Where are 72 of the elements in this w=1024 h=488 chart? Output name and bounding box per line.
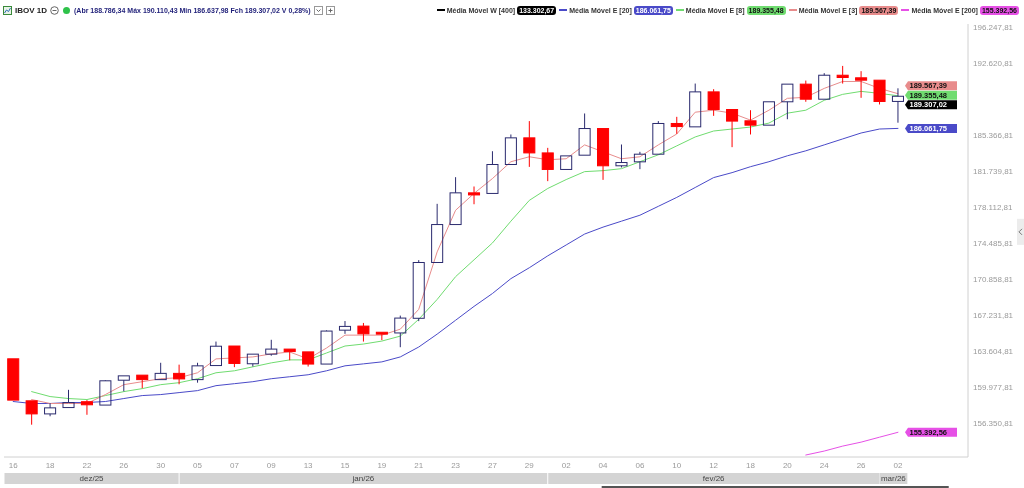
x-tick-label: 30 [156, 460, 166, 470]
candlestick [597, 128, 610, 181]
text: fev/26 [702, 474, 726, 484]
candlestick [62, 389, 75, 409]
candlestick [781, 83, 794, 120]
candlestick [375, 331, 388, 341]
x-tick-label: 26 [119, 460, 129, 470]
candlestick [449, 176, 462, 226]
y-tick-label: 170.858,81 [973, 274, 1014, 284]
y-tick-label: 185.366,81 [973, 131, 1014, 141]
y-tick-label: 156.350,81 [973, 418, 1014, 428]
candlestick [652, 120, 665, 155]
x-tick-label: 27 [488, 460, 498, 470]
x-tick-label: 07 [229, 460, 240, 470]
candlestick [80, 399, 93, 416]
text: jan/26 [351, 474, 375, 484]
candlestick [246, 353, 259, 368]
x-tick-label: 13 [303, 460, 314, 470]
x-tick-label: 12 [709, 460, 719, 470]
x-tick-label: 24 [819, 460, 830, 470]
y-tick-label: 196.247,81 [973, 23, 1014, 33]
candlestick [117, 375, 130, 392]
candlestick [44, 402, 57, 417]
x-tick-label: 29 [524, 460, 535, 470]
line-series [805, 431, 899, 456]
x-tick-label: 21 [414, 460, 424, 470]
y-tick-label: 167.231,81 [973, 310, 1014, 320]
candlestick [7, 358, 20, 401]
x-tick-label: 18 [45, 460, 56, 470]
candlestick [836, 65, 849, 85]
y-tick-label: 159.977,81 [973, 382, 1014, 392]
y-tick-label: 174.485,81 [973, 238, 1014, 248]
y-tick-label: 192.620,81 [973, 59, 1014, 69]
candlestick [560, 155, 573, 170]
x-tick-label: 26 [856, 460, 867, 470]
x-tick-label: 09 [266, 460, 277, 470]
candlestick [467, 186, 481, 205]
y-tick-label: 178.112,81 [973, 202, 1013, 212]
candlestick [762, 101, 775, 126]
candlestick [209, 341, 222, 367]
x-tick-label: 23 [451, 460, 461, 470]
candlestick [633, 151, 646, 170]
candlestick [25, 400, 38, 426]
x-tick-label: 15 [340, 460, 350, 470]
x-tick-label: 04 [598, 460, 609, 470]
x-tick-label: 10 [672, 460, 682, 470]
candlestick [338, 320, 352, 335]
candlestick [523, 120, 536, 168]
text: dez/25 [79, 474, 105, 484]
candlestick [818, 72, 831, 100]
candlestick [302, 351, 315, 368]
candlestick [855, 70, 868, 99]
x-tick-label: 18 [746, 460, 756, 470]
candlestick [891, 87, 904, 124]
x-tick-label: 16 [8, 460, 19, 470]
x-tick-label: 05 [193, 460, 203, 470]
candlestick [154, 362, 167, 381]
x-tick-label: 06 [635, 460, 645, 470]
chart-title: IBOV 1D [15, 5, 48, 15]
candlestick [431, 203, 444, 263]
y-tick-label: 181.739,81 [973, 167, 1014, 177]
y-tick-label: 163.604,81 [973, 346, 1014, 356]
candlestick [173, 364, 186, 385]
x-tick-label: 22 [82, 460, 92, 470]
x-tick-label: 02 [561, 460, 572, 470]
candlestick [504, 133, 517, 165]
candlestick [726, 109, 739, 148]
candlestick [578, 112, 591, 156]
x-tick-label: 19 [377, 460, 387, 470]
x-tick-label: 20 [782, 460, 793, 470]
x-tick-label: 02 [893, 460, 903, 470]
candlestick [486, 150, 499, 194]
